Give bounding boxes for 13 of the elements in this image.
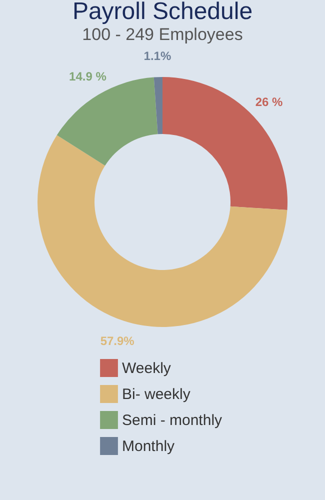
donut-slice xyxy=(154,77,162,134)
chart-subtitle: 100 - 249 Employees xyxy=(82,25,243,44)
donut-slice xyxy=(38,135,288,327)
donut-slice xyxy=(162,77,288,210)
legend-label: Bi- weekly xyxy=(122,386,191,403)
chart-title: Payroll Schedule xyxy=(72,0,253,25)
legend-label: Semi - monthly xyxy=(122,412,223,429)
data-label: 14.9 % xyxy=(69,70,107,84)
data-label: 1.1% xyxy=(144,49,172,64)
legend-label: Weekly xyxy=(122,360,172,377)
data-label: 57.9% xyxy=(100,334,135,348)
legend-label: Monthly xyxy=(122,438,176,455)
data-label: 26 % xyxy=(255,95,284,110)
